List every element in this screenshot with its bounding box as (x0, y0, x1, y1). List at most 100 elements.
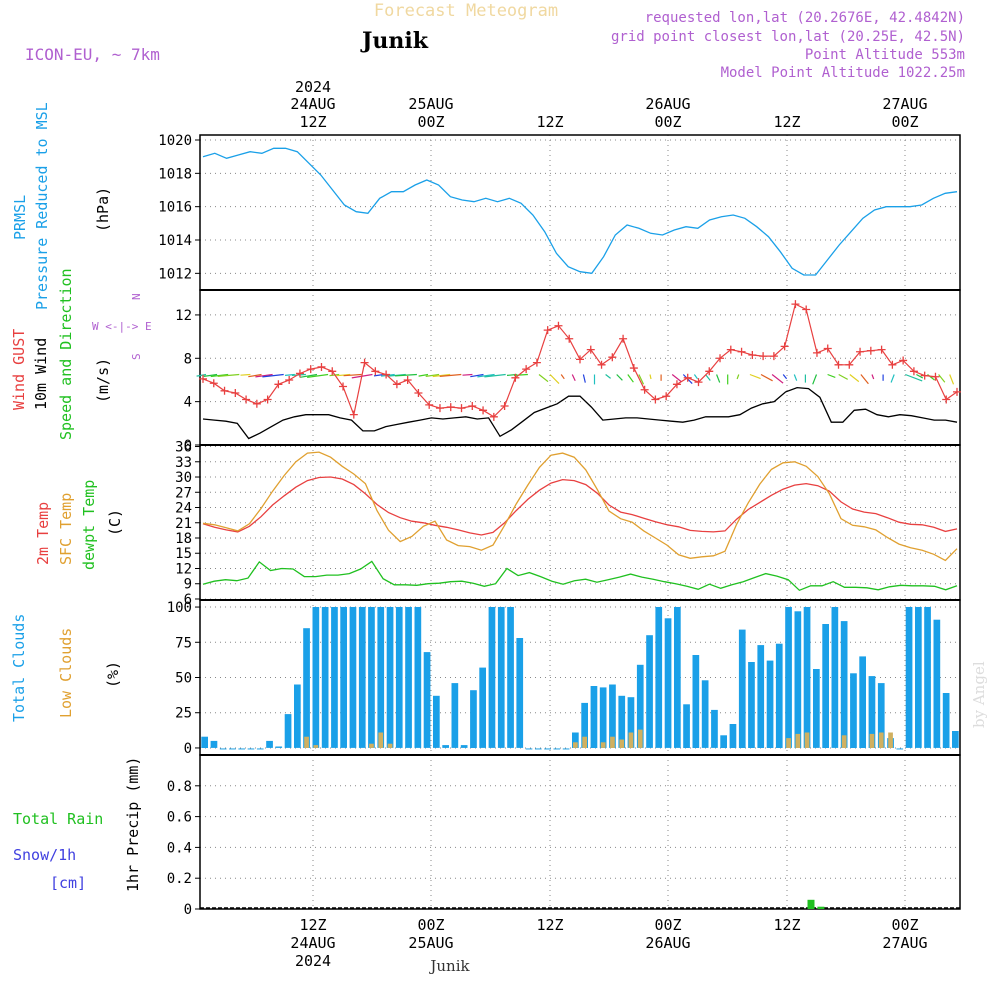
wind-arrow (605, 374, 611, 379)
ytick-label-8: 30 (175, 470, 192, 486)
label-10m-wind: 10m Wind (32, 338, 50, 410)
top-year: 2024 (295, 78, 331, 96)
gust-marker (252, 399, 261, 408)
ytick-label-0: 6 (184, 592, 192, 608)
wind-arrow (916, 373, 924, 379)
gust-marker (866, 346, 875, 355)
rain-bar (817, 906, 825, 909)
ytick-label-3: 75 (175, 635, 192, 651)
wind-arrow (671, 374, 682, 383)
gust-marker (920, 371, 929, 380)
top-date-26aug: 26AUG (645, 95, 690, 113)
ytick-label-9: 33 (175, 455, 192, 471)
wind-arrow (240, 373, 251, 376)
gust-marker (285, 375, 294, 384)
total-cloud-bar (618, 695, 626, 748)
wind-arrow (217, 373, 240, 377)
total-cloud-bar (877, 683, 885, 748)
total-cloud-bar (479, 667, 486, 748)
compass-we: W <-|-> E (92, 320, 152, 333)
wind-arrow (549, 374, 560, 385)
ytick-label-1: 4 (184, 395, 192, 411)
gust-marker (716, 354, 725, 363)
label-low-clouds: Low Clouds (57, 628, 75, 718)
gust-marker (812, 348, 821, 357)
wind-series (196, 300, 961, 440)
gust-marker (306, 365, 315, 374)
ytick-label-2: 0.4 (167, 840, 192, 856)
gust-marker (199, 374, 207, 383)
bottom-year: 2024 (295, 952, 331, 970)
total-cloud-bar (358, 607, 366, 748)
label-sfc-temp: SFC Temp (57, 493, 75, 565)
bottom-hour-3: 12Z (536, 916, 563, 934)
total-cloud-bar (701, 680, 709, 748)
wind-arrow (300, 373, 318, 378)
ytick-label-1: 25 (175, 706, 192, 722)
wind-arrow (462, 373, 473, 376)
top-hour-6: 00Z (891, 113, 918, 131)
label-prmsl: PRMSL (11, 195, 29, 240)
gust-marker (446, 403, 455, 412)
total-cloud-bar (850, 673, 857, 748)
panel-5: 0 0.2 0.4 0.6 0.8 (167, 754, 961, 918)
gust-marker (834, 360, 843, 369)
bottom-hour-5: 12Z (773, 916, 800, 934)
wind-arrow (905, 373, 923, 382)
footer-location: Junik (428, 957, 470, 975)
label-percent: (%) (104, 661, 122, 688)
wind-arrow (284, 373, 295, 376)
wind-arrow (736, 374, 740, 380)
label-precip: 1hr Precip (mm) (124, 757, 142, 892)
wind-arrow (871, 374, 875, 380)
label-ms: (m/s) (94, 358, 112, 403)
wind-arrow (484, 373, 506, 378)
wind-arrow (395, 373, 417, 377)
pressure-series (202, 147, 958, 276)
ytick-label-3: 15 (175, 546, 192, 562)
gust-marker (662, 392, 671, 401)
total-cloud-bar (794, 611, 802, 748)
gust-marker (543, 326, 552, 335)
low-cloud-bar (804, 732, 810, 748)
total-cloud-bar (683, 704, 690, 748)
total-cloud-bar (451, 683, 459, 748)
pressure-line (202, 147, 958, 276)
wind-arrow (425, 373, 440, 377)
point-altitude: Point Altitude 553m (805, 47, 965, 63)
panel-2: 0 4 8 12 (175, 289, 961, 454)
ytick-label-3: 1018 (158, 166, 192, 182)
gust-marker (479, 406, 488, 415)
gust-marker (242, 395, 251, 404)
wind-arrow (649, 374, 652, 380)
panels: 1012101410161018102004812691215182124273… (158, 133, 961, 918)
top-hour-2: 00Z (417, 113, 444, 131)
wind-arrow (381, 373, 395, 377)
gust-marker (565, 334, 574, 343)
total-cloud-bar (738, 629, 746, 748)
low-cloud-bar (637, 729, 643, 748)
top-hour-1: 12Z (299, 113, 326, 131)
total-cloud-bar (785, 607, 792, 748)
total-cloud-bar (674, 607, 681, 748)
panel-frame (199, 754, 961, 910)
total-cloud-bar (924, 607, 931, 748)
ytick-label-0: 0 (184, 741, 192, 757)
gust-marker (791, 300, 800, 309)
gust-marker (640, 385, 649, 394)
wind-arrow (560, 374, 565, 380)
top-hour-4: 00Z (654, 113, 681, 131)
gust-marker (651, 395, 660, 404)
wind-arrow (838, 373, 848, 380)
ytick-label-0: 1012 (158, 266, 192, 282)
gust-marker (586, 345, 595, 354)
time-axis-top: 2024 24AUG 25AUG 26AUG 27AUG 12Z 00Z 12Z… (290, 78, 927, 131)
gust-marker (931, 372, 940, 381)
low-cloud-bar (795, 733, 801, 748)
time-axis-bottom: 12Z 00Z 12Z 00Z 12Z 00Z 24AUG 25AUG 26AU… (290, 916, 927, 970)
gust-marker (457, 404, 466, 413)
low-cloud-bar (387, 743, 393, 748)
rain-bar (807, 899, 815, 909)
wind-arrow (336, 373, 351, 377)
wind-arrow (307, 373, 329, 378)
